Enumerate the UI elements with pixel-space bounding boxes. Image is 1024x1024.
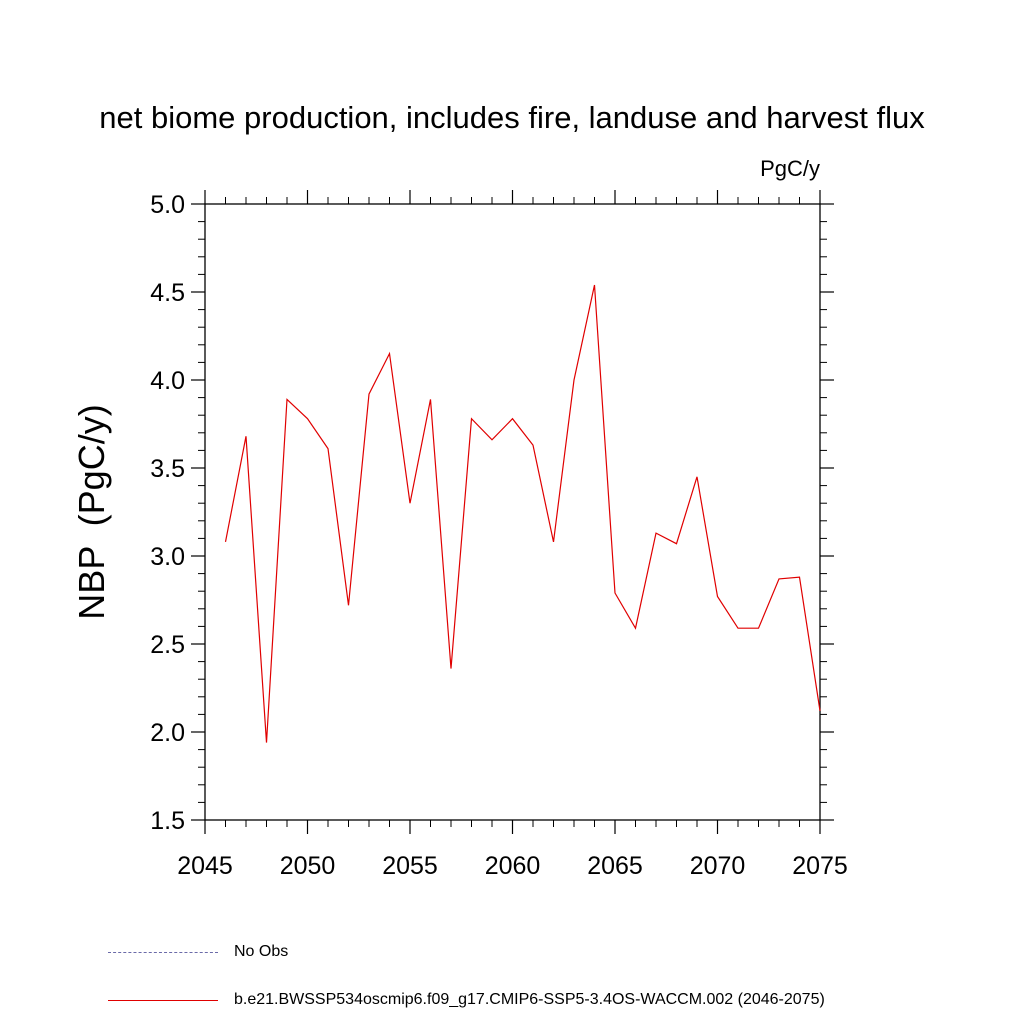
series-line xyxy=(224,284,821,743)
x-tick-label: 2050 xyxy=(280,852,336,880)
plot-frame xyxy=(204,203,821,821)
legend: No Obs b.e21.BWSSP534oscmip6.f09_g17.CMI… xyxy=(0,930,1024,1020)
legend-item-model: b.e21.BWSSP534oscmip6.f09_g17.CMIP6-SSP5… xyxy=(108,990,825,1010)
legend-item-no-obs: No Obs xyxy=(108,942,288,962)
y-tick-label: 5.0 xyxy=(150,191,185,219)
units-label: PgC/y xyxy=(760,156,820,181)
x-tick-label: 2075 xyxy=(792,852,848,880)
legend-swatch-solid xyxy=(108,999,218,1001)
y-tick-label: 3.5 xyxy=(150,455,185,483)
y-tick-label: 1.5 xyxy=(150,807,185,835)
y-tick-label: 3.0 xyxy=(150,543,185,571)
y-tick-label: 2.5 xyxy=(150,631,185,659)
legend-label: b.e21.BWSSP534oscmip6.f09_g17.CMIP6-SSP5… xyxy=(234,991,825,1008)
y-tick-label: 4.5 xyxy=(150,279,185,307)
x-tick-label: 2070 xyxy=(690,852,746,880)
legend-swatch-dashed xyxy=(108,951,218,953)
x-tick-label: 2060 xyxy=(485,852,541,880)
chart-title: net biome production, includes fire, lan… xyxy=(99,100,925,135)
legend-label: No Obs xyxy=(234,943,289,960)
x-tick-label: 2045 xyxy=(177,852,233,880)
y-tick-label: 2.0 xyxy=(150,719,185,747)
x-tick-label: 2055 xyxy=(382,852,438,880)
x-tick-label: 2065 xyxy=(587,852,643,880)
y-tick-label: 4.0 xyxy=(150,367,185,395)
